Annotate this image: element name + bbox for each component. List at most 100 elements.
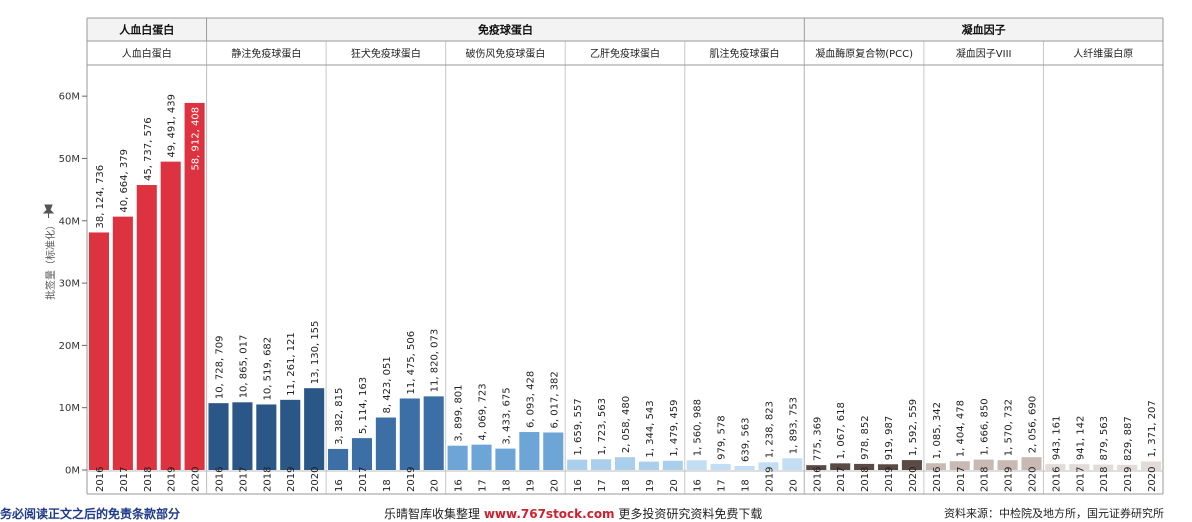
x-tick-label: 18 [741,479,752,492]
bar-value-label: 49, 491, 439 [167,94,178,158]
x-tick-label: 17 [478,479,489,492]
bar [184,102,205,470]
y-tick-label: 40M [59,216,80,227]
bar-value-label: 3, 382, 815 [334,388,345,445]
bar [1045,464,1066,470]
bar-value-label: 2, 056, 690 [1027,396,1038,453]
bar [758,462,779,470]
bar-value-label: 943, 161 [1051,416,1062,461]
bar-value-label: 38, 124, 736 [95,165,106,229]
bar-value-label: 1, 592, 559 [908,399,919,456]
bar [280,399,301,470]
bar-value-label: 1, 067, 618 [836,402,847,459]
panel-header-label: 破伤风免疫球蛋白 [465,47,545,60]
y-tick-label: 60M [59,92,80,103]
bar-value-label: 941, 142 [1075,416,1086,461]
bar [399,398,420,470]
bar-value-label: 11, 261, 121 [286,332,297,396]
bar-value-label: 11, 475, 506 [406,331,417,395]
bar-value-label: 639, 563 [741,417,752,462]
x-tick-label: 20 [549,479,560,492]
x-tick-label: 20 [669,479,680,492]
bar [471,444,492,470]
x-tick-label: 20 [788,479,799,492]
bar [495,448,516,470]
y-axis-label: 批签量（标准化） [44,220,57,300]
bar [710,463,731,470]
panel-header-label: 肌注免疫球蛋白 [710,47,780,60]
bar [543,432,564,470]
panel-header-label: 狂犬免疫球蛋白 [351,47,421,60]
bar [830,463,851,470]
x-tick-label: 16 [693,479,704,492]
y-tick-label: 20M [59,341,80,352]
bar-value-label: 8, 423, 051 [382,356,393,413]
bar-value-label: 1, 570, 732 [1004,399,1015,456]
bar [877,464,899,470]
watermark-text: 乐晴智库收集整理 www.767stock.com 更多投资研究资料免费下载 [384,505,762,522]
bar-value-label: 1, 560, 988 [693,399,704,456]
panel-header-label: 静注免疫球蛋白 [231,47,301,60]
bar-value-label: 10, 728, 709 [215,336,226,400]
bar-value-label: 6, 093, 428 [525,371,536,428]
watermark-suffix: 更多投资研究资料免费下载 [614,507,763,521]
x-tick-label: 2016 [1051,467,1062,492]
panel-header-label: 凝血因子VIII [956,47,1012,60]
pin-icon [42,204,55,218]
x-tick-label: 19 [525,479,536,492]
bar [1021,457,1042,470]
header-panel-row [87,41,1163,65]
y-tick-label: 10M [59,403,80,414]
bar-value-label: 1, 723, 563 [597,398,608,455]
bar [973,459,994,470]
x-tick-label: 20 [430,479,441,492]
x-tick-label: 2019 [1123,467,1134,492]
bar-value-label: 2, 058, 480 [621,396,632,453]
x-tick-label: 2018 [262,467,273,492]
bar [734,466,755,470]
bar [304,388,325,470]
bar-value-label: 4, 069, 723 [478,383,489,440]
x-tick-label: 2017 [119,467,130,492]
bar [351,438,373,470]
bar-value-label: 1, 479, 459 [669,400,680,457]
bar-value-label: 1, 404, 478 [956,400,967,457]
bar-value-label: 10, 519, 682 [262,337,273,401]
bar [88,232,109,470]
bar-value-label: 3, 433, 675 [501,387,512,444]
y-tick-label: 30M [59,279,80,290]
x-tick-label: 2020 [908,467,919,492]
x-tick-label: 2017 [836,467,847,492]
bar [375,417,396,470]
x-tick-label: 19 [645,479,656,492]
bar-value-label: 979, 578 [717,415,728,460]
panel-header-label: 人纤维蛋白原 [1073,47,1133,60]
bar [136,185,157,470]
y-tick-label: 0M [65,466,80,477]
bar-value-label: 11, 820, 073 [430,329,441,393]
bar-value-label: 1, 085, 342 [932,402,943,459]
bar-value-label: 5, 114, 163 [358,377,369,434]
bar-value-label: 775, 369 [812,417,823,462]
x-tick-label: 2018 [860,467,871,492]
bar [686,460,707,470]
x-tick-label: 2016 [215,467,226,492]
x-tick-label: 2016 [932,467,943,492]
bar [1117,464,1138,470]
bar [328,448,349,470]
x-tick-label: 2020 [191,467,202,492]
bar [519,432,540,470]
x-tick-label: 2017 [1075,467,1086,492]
x-tick-label: 2020 [1027,467,1038,492]
x-tick-label: 2019 [764,467,775,492]
x-tick-label: 2018 [143,467,154,492]
bar [614,457,636,470]
x-tick-label: 2019 [884,467,895,492]
bar-value-label: 1, 371, 207 [1147,400,1158,457]
bar [901,460,922,470]
x-tick-label: 2019 [406,467,417,492]
x-tick-label: 2019 [286,467,297,492]
bar [854,463,875,470]
panel-header-label: 乙肝免疫球蛋白 [590,47,660,60]
bar-value-label: 58, 912, 408 [191,107,202,171]
